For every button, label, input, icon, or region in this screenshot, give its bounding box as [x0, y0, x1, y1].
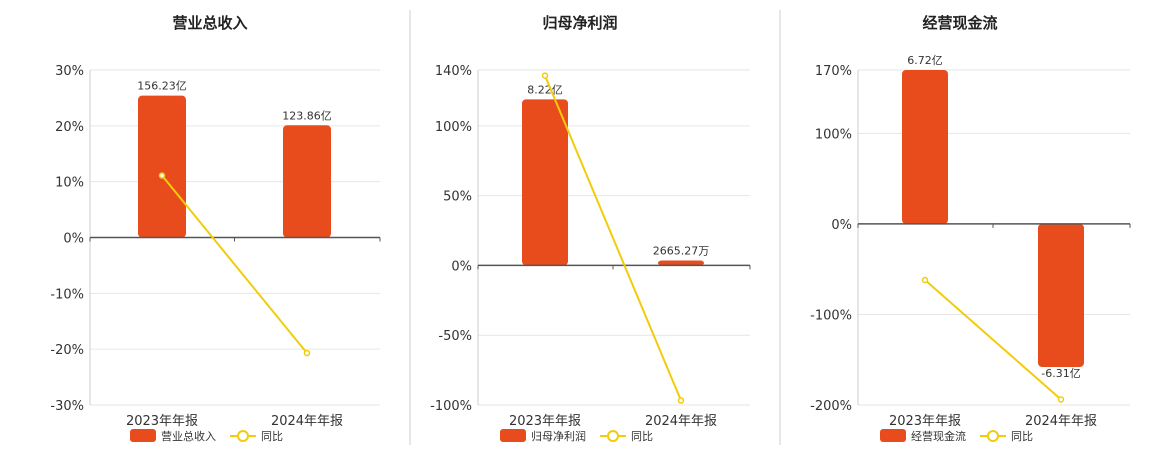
bar	[658, 260, 704, 266]
x-category-label: 2023年年报	[509, 414, 581, 429]
chart-title: 营业总收入	[172, 14, 247, 32]
x-category-label: 2023年年报	[889, 414, 961, 429]
x-category-label: 2023年年报	[126, 414, 198, 429]
y-tick-label: -100%	[810, 308, 852, 323]
y-tick-label: -20%	[50, 343, 84, 358]
y-tick-label: 50%	[443, 190, 472, 205]
y-tick-label: 140%	[435, 64, 472, 79]
yoy-point	[158, 172, 166, 179]
yoy-line	[924, 279, 1062, 401]
legend-bar-label: 经营现金流	[911, 429, 966, 443]
y-tick-label: 10%	[55, 176, 84, 191]
legend-line-label: 同比	[261, 430, 283, 443]
bar	[902, 70, 948, 224]
x-category-label: 2024年年报	[271, 414, 343, 429]
yoy-line	[161, 174, 308, 354]
legend-line-label: 同比	[631, 430, 653, 443]
y-tick-label: 0%	[831, 218, 852, 233]
bar	[138, 95, 186, 238]
legend-bar-swatch	[500, 429, 526, 442]
yoy-point	[303, 349, 311, 357]
legend-bar-label: 营业总收入	[161, 429, 216, 443]
chart-panel-3: 经营现金流 170% 100% 0% -100% -200% 6.72亿 -6.31亿 2023…	[810, 14, 1131, 443]
chart-title: 经营现金流	[922, 14, 997, 32]
bar-data-label: 8.22亿	[527, 83, 563, 96]
legend-bar-swatch	[130, 429, 156, 442]
legend-line-label: 同比	[1011, 430, 1033, 443]
y-tick-label: -200%	[810, 399, 852, 414]
legend-line-marker	[987, 430, 999, 442]
yoy-point	[921, 276, 929, 284]
yoy-point	[541, 72, 549, 79]
y-tick-label: 100%	[435, 120, 472, 135]
y-tick-label: 20%	[55, 120, 84, 135]
y-tick-label: -100%	[430, 399, 472, 414]
y-tick-label: 0%	[63, 232, 84, 247]
y-tick-label: -30%	[50, 399, 84, 414]
legend-bar-label: 归母净利润	[531, 429, 586, 443]
bar	[522, 99, 568, 266]
legend-line-marker	[237, 430, 249, 442]
y-tick-label: 170%	[815, 64, 852, 79]
chart-title: 归母净利润	[542, 14, 617, 32]
bar	[1038, 223, 1084, 367]
x-category-label: 2024年年报	[645, 414, 717, 429]
bar	[283, 125, 331, 238]
yoy-line	[544, 75, 682, 401]
chart-panel-1: 营业总收入 30% 20% 10% 0% -10% -20% -30% 156.23亿 123.8…	[50, 14, 381, 443]
bar-data-label: 2665.27万	[653, 245, 710, 258]
y-tick-label: 100%	[815, 127, 852, 142]
bar-data-label: 156.23亿	[137, 80, 187, 93]
y-tick-label: 0%	[451, 259, 472, 274]
yoy-point	[1057, 396, 1065, 403]
bar-data-label: 6.72亿	[907, 54, 943, 67]
y-tick-label: -10%	[50, 287, 84, 302]
chart-panel-2: 归母净利润 140% 100% 50% 0% -50% -100% 8.22亿 2665.27万…	[430, 14, 751, 443]
x-category-label: 2024年年报	[1025, 414, 1097, 429]
y-tick-label: -50%	[438, 329, 472, 344]
bar-data-label: 123.86亿	[282, 109, 332, 122]
y-tick-label: 30%	[55, 64, 84, 79]
legend-line-marker	[607, 430, 619, 442]
legend-bar-swatch	[880, 429, 906, 442]
yoy-point	[677, 397, 685, 404]
bar-data-label: -6.31亿	[1041, 367, 1080, 380]
